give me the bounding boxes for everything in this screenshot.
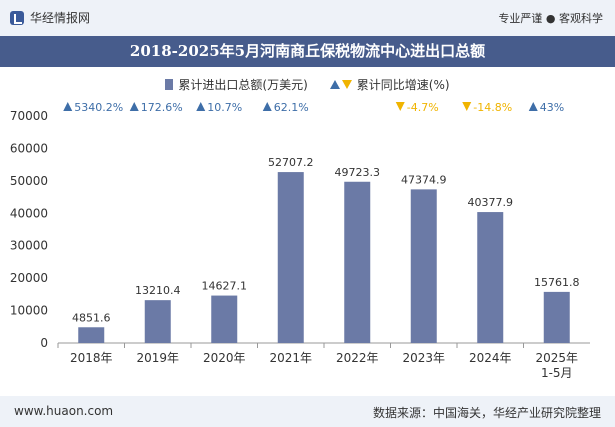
bar (410, 189, 437, 343)
bar-value-label: 52707.2 (268, 156, 314, 169)
growth-up-icon (528, 102, 538, 111)
growth-label: -4.7% (407, 101, 439, 114)
brand-logo-icon (10, 10, 24, 25)
footer-source: 数据来源：中国海关，华经产业研究院整理 (372, 406, 601, 420)
bar-value-label: 4851.6 (72, 311, 111, 324)
bar-swatch-icon (165, 79, 174, 90)
bar-value-label: 15761.8 (534, 276, 580, 289)
legend-bar-label: 累计进出口总额(万美元) (178, 78, 308, 92)
legend: 累计进出口总额(万美元) 累计同比增速(%) (0, 76, 615, 93)
bar (144, 300, 171, 343)
bar-chart: 0 10000 20000 30000 40000 50000 60000 70000 4851… (10, 101, 590, 380)
growth-up-icon (129, 102, 139, 111)
growth-up-icon (262, 102, 272, 111)
bar (277, 172, 304, 343)
x-category-label: 2023年 (402, 351, 445, 365)
top-bar: 华经情报网 专业严谨 ● 客观科学 (0, 0, 615, 36)
growth-label: 5340.2% (74, 101, 123, 114)
growth-label: 172.6% (141, 101, 183, 114)
x-category-label: 2020年 (203, 351, 246, 365)
x-category-label: 2019年 (136, 351, 179, 365)
bar (344, 181, 371, 343)
chart-title: 2018-2025年5月河南商丘保税物流中心进出口总额 (0, 36, 615, 67)
growth-up-icon (63, 102, 73, 111)
bar (78, 327, 105, 343)
bar (543, 291, 570, 343)
y-tick-label: 50000 (10, 174, 48, 188)
x-category-label: 2022年 (336, 351, 379, 365)
growth-up-icon (196, 102, 206, 111)
bar-value-label: 14627.1 (202, 280, 248, 293)
bar-value-label: 47374.9 (401, 173, 447, 186)
brand-name: 华经情报网 (30, 11, 91, 25)
x-category-label: 2018年 (70, 351, 113, 365)
x-category-label: 2021年 (269, 351, 312, 365)
y-tick-label: 70000 (10, 109, 48, 123)
growth-label: -14.8% (473, 101, 512, 114)
brand: 华经情报网 (10, 9, 90, 26)
tagline: 专业严谨 ● 客观科学 (498, 12, 603, 25)
y-tick-label: 20000 (10, 271, 48, 285)
y-tick-label: 0 (40, 336, 48, 350)
x-category-label: 2025年 (535, 351, 578, 365)
legend-item-growth: 累计同比增速(%) (329, 76, 450, 93)
footer: www.huaon.com 数据来源：中国海关，华经产业研究院整理 (0, 396, 615, 427)
bar-value-label: 49723.3 (335, 166, 381, 179)
bar-value-label: 40377.9 (468, 196, 514, 209)
y-tick-label: 40000 (10, 206, 48, 220)
footer-website: www.huaon.com (14, 404, 114, 418)
triangle-down-icon (341, 80, 352, 89)
y-tick-label: 30000 (10, 239, 48, 253)
growth-down-icon (395, 102, 405, 111)
y-tick-label: 10000 (10, 304, 48, 318)
growth-label: 43% (540, 101, 564, 114)
triangle-up-icon (329, 80, 340, 89)
growth-label: 62.1% (274, 101, 309, 114)
x-category-label: 1-5月 (541, 366, 573, 380)
y-tick-label: 60000 (10, 141, 48, 155)
legend-item-bars: 累计进出口总额(万美元) (165, 76, 308, 93)
growth-label: 10.7% (207, 101, 242, 114)
bar (211, 295, 238, 343)
growth-down-icon (462, 102, 472, 111)
x-category-label: 2024年 (469, 351, 512, 365)
legend-growth-label: 累计同比增速(%) (356, 78, 450, 92)
bar-value-label: 13210.4 (135, 284, 181, 297)
bar (477, 212, 504, 343)
